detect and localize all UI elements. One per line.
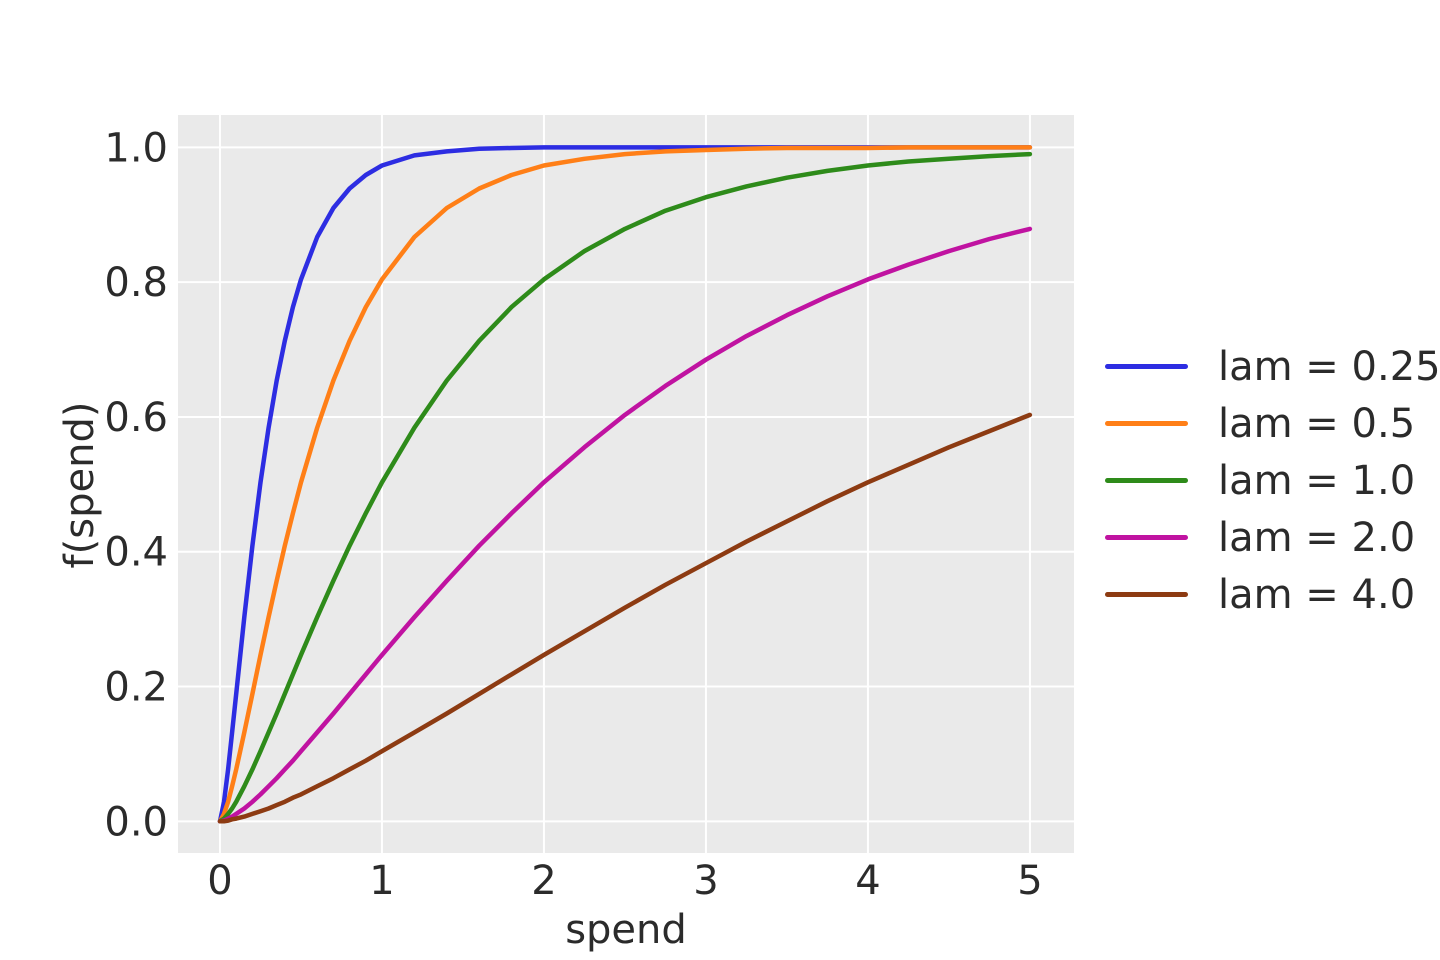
legend-line-swatch (1105, 592, 1188, 597)
curve-lam=0.5 (217, 145, 1033, 824)
y-tick-label: 1.0 (104, 125, 168, 171)
x-tick-label: 1 (369, 858, 394, 904)
x-tick-label: 4 (855, 858, 880, 904)
legend-item-4: lam = 4.0 (1105, 566, 1440, 623)
y-tick-label: 0.8 (104, 260, 168, 306)
curve-lam=1.0 (217, 151, 1033, 824)
y-tick-label: 0.4 (104, 530, 168, 576)
x-axis-label: spend (565, 907, 687, 953)
y-tick-label: 0.0 (104, 799, 168, 845)
y-axis-label: f(spend) (57, 401, 103, 569)
legend-label: lam = 4.0 (1218, 571, 1416, 618)
tick-labels: 0 1 2 3 4 5 0.0 0.2 0.4 0.6 0.8 1.0 (104, 125, 1042, 904)
legend: lam = 0.25 lam = 0.5 lam = 1.0 lam = 2.0 lam… (1105, 338, 1440, 623)
legend-label: lam = 0.25 (1218, 343, 1440, 390)
legend-item-0.5: lam = 0.5 (1105, 395, 1440, 452)
x-tick-label: 0 (207, 858, 232, 904)
legend-item-1: lam = 1.0 (1105, 452, 1440, 509)
legend-line-swatch (1105, 478, 1188, 483)
y-tick-label: 0.6 (104, 395, 168, 441)
x-tick-label: 3 (693, 858, 718, 904)
legend-label: lam = 0.5 (1218, 400, 1416, 447)
y-tick-label: 0.2 (104, 665, 168, 711)
legend-line-swatch (1105, 421, 1188, 426)
curve-lam=4.0 (217, 412, 1033, 824)
plot-area (178, 115, 1074, 853)
legend-item-0.25: lam = 0.25 (1105, 338, 1440, 395)
legend-label: lam = 1.0 (1218, 457, 1416, 504)
x-tick-label: 2 (531, 858, 556, 904)
legend-item-2: lam = 2.0 (1105, 509, 1440, 566)
legend-line-swatch (1105, 364, 1188, 369)
x-tick-label: 5 (1017, 858, 1042, 904)
legend-label: lam = 2.0 (1218, 514, 1416, 561)
curve-lam=2.0 (217, 226, 1033, 824)
legend-line-swatch (1105, 535, 1188, 540)
